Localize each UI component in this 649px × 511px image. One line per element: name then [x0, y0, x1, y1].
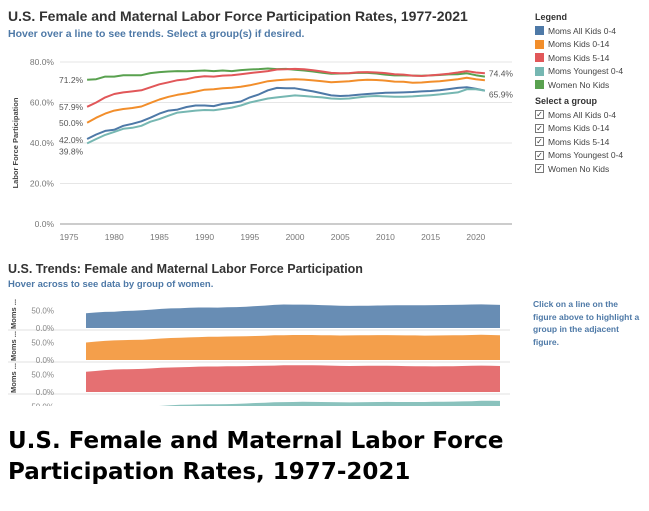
legend-swatch	[535, 80, 544, 90]
start-value-label: 57.9%	[59, 102, 84, 112]
filter-label[interactable]: Moms All Kids 0-4	[548, 109, 617, 120]
filter-label[interactable]: Moms Youngest 0-4	[548, 150, 624, 161]
row-label: Moms ...	[9, 331, 18, 361]
legend-swatch	[535, 53, 544, 63]
filter-label[interactable]: Women No Kids	[548, 163, 610, 174]
page-subtitle: Hover over a line to see trends. Select …	[8, 28, 305, 40]
legend-item: Moms Kids 5-14	[535, 51, 623, 65]
x-tick-label: 2000	[286, 232, 305, 242]
area-series[interactable]	[86, 365, 500, 392]
checkbox[interactable]: ✓	[535, 123, 544, 133]
x-tick-label: 1980	[105, 232, 124, 242]
start-value-label: 71.2%	[59, 75, 84, 85]
y-tick-label: 80.0%	[30, 57, 55, 67]
checkbox[interactable]: ✓	[535, 137, 544, 147]
legend-label: Moms Kids 0-14	[548, 39, 610, 50]
x-tick-label: 2010	[376, 232, 395, 242]
figure-caption: U.S. Female and Maternal Labor Force Par…	[8, 428, 504, 485]
page-title: U.S. Female and Maternal Labor Force Par…	[8, 8, 468, 24]
filter-option[interactable]: ✓ Moms All Kids 0-4	[535, 108, 623, 122]
start-value-label: 50.0%	[59, 118, 84, 128]
row-tick-label: 0.0%	[36, 356, 54, 365]
filter-option[interactable]: ✓ Moms Kids 5-14	[535, 135, 623, 149]
x-tick-label: 1985	[150, 232, 169, 242]
x-tick-label: 1975	[60, 232, 79, 242]
legend-label: Moms Kids 5-14	[548, 52, 610, 63]
legend-swatch	[535, 66, 544, 76]
trends-subtitle: Hover across to see data by group of wom…	[8, 279, 214, 290]
y-axis-label: Labor Force Participation	[11, 97, 20, 188]
area-series[interactable]	[86, 304, 500, 328]
row-tick-label: 0.0%	[36, 388, 54, 397]
filter-label[interactable]: Moms Kids 5-14	[548, 136, 610, 147]
area-series[interactable]	[86, 400, 500, 406]
legend-label: Women No Kids	[548, 79, 610, 90]
trends-title: U.S. Trends: Female and Maternal Labor F…	[8, 262, 363, 276]
start-value-label: 39.8%	[59, 146, 84, 156]
x-tick-label: 1995	[240, 232, 259, 242]
row-tick-label: 50.0%	[31, 371, 54, 380]
checkbox[interactable]: ✓	[535, 110, 544, 120]
x-tick-label: 2005	[331, 232, 350, 242]
checkbox[interactable]: ✓	[535, 164, 544, 174]
y-tick-label: 60.0%	[30, 98, 55, 108]
filter-label[interactable]: Moms Kids 0-14	[548, 123, 610, 134]
x-tick-label: 2020	[466, 232, 485, 242]
filter-option[interactable]: ✓ Moms Youngest 0-4	[535, 149, 623, 163]
series-line[interactable]	[86, 76, 486, 124]
trends-area-chart[interactable]: 0.0% 50.0% Moms ... 0.0% 50.0% Moms ... 0.0% 50…	[0, 294, 530, 406]
series-line[interactable]	[86, 88, 486, 145]
row-label: Moms ...	[9, 363, 18, 393]
series-line[interactable]	[86, 67, 485, 108]
series-line[interactable]	[86, 86, 486, 140]
y-tick-label: 0.0%	[35, 219, 55, 229]
legend: Moms All Kids 0-4 Moms Kids 0-14 Moms Ki…	[535, 24, 623, 92]
legend-swatch	[535, 39, 544, 49]
legend-item: Moms Kids 0-14	[535, 38, 623, 52]
y-tick-label: 20.0%	[30, 179, 55, 189]
end-value-label: 74.4%	[489, 68, 514, 78]
row-tick-label: 50.0%	[31, 403, 54, 407]
filter-option[interactable]: ✓ Moms Kids 0-14	[535, 122, 623, 136]
hint-text: Click on a line on the figure above to h…	[533, 299, 640, 347]
filter-title: Select a group	[535, 96, 598, 106]
row-label: Moms ...	[9, 299, 18, 329]
checkbox[interactable]: ✓	[535, 150, 544, 160]
start-value-label: 42.0%	[59, 135, 84, 145]
row-tick-label: 0.0%	[36, 324, 54, 333]
end-value-label: 65.9%	[489, 90, 514, 100]
x-tick-label: 1990	[195, 232, 214, 242]
x-tick-label: 2015	[421, 232, 440, 242]
legend-item: Moms All Kids 0-4	[535, 24, 623, 38]
legend-swatch	[535, 26, 544, 36]
legend-item: Women No Kids	[535, 78, 623, 92]
legend-label: Moms All Kids 0-4	[548, 25, 617, 36]
filter-option[interactable]: ✓ Women No Kids	[535, 162, 623, 176]
area-series[interactable]	[86, 334, 500, 360]
line-chart[interactable]: 0.0% 20.0% 40.0% 60.0% 80.0% 1975 1980 1985 1990…	[0, 44, 530, 250]
group-filter: ✓ Moms All Kids 0-4 ✓ Moms Kids 0-14 ✓ Moms…	[535, 108, 623, 176]
row-tick-label: 50.0%	[31, 307, 54, 316]
legend-item: Moms Youngest 0-4	[535, 65, 623, 79]
legend-label: Moms Youngest 0-4	[548, 66, 624, 77]
legend-title: Legend	[535, 12, 568, 22]
y-tick-label: 40.0%	[30, 138, 55, 148]
row-tick-label: 50.0%	[31, 339, 54, 348]
